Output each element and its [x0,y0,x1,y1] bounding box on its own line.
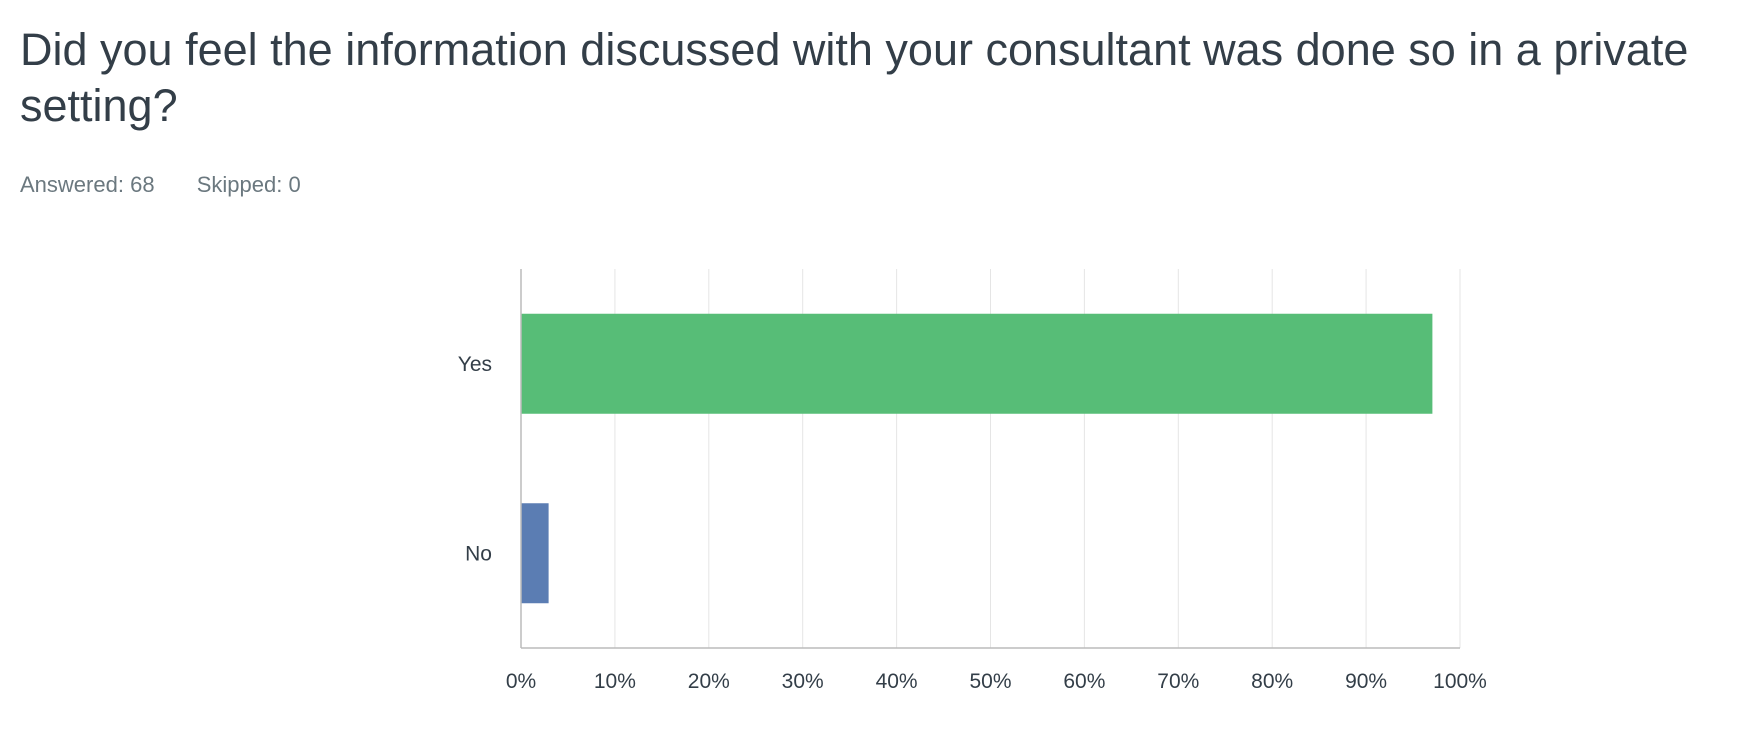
x-tick-label: 80% [1251,670,1293,693]
x-tick-label: 40% [876,670,918,693]
skipped-count: Skipped: 0 [196,172,301,197]
response-stats: Answered: 68 Skipped: 0 [20,171,301,199]
x-tick-label: 20% [688,670,730,693]
chart-labels: 0% 10% 20% 30% 40% 50% 60% 70% 80% 90% 100% Yes No [458,353,1487,693]
answered-count: Answered: 68 [20,172,155,197]
x-tick-label: 0% [506,670,536,693]
x-tick-label: 70% [1157,670,1199,693]
x-tick-label: 50% [969,670,1011,693]
category-label: No [465,542,492,565]
x-tick-label: 10% [594,670,636,693]
x-tick-label: 90% [1345,670,1387,693]
question-title: Did you feel the information discussed w… [20,24,1689,131]
chart-axes [520,269,1460,649]
category-label: Yes [458,353,492,376]
x-tick-label: 30% [782,670,824,693]
x-tick-label: 60% [1063,670,1105,693]
bar-no [521,503,549,604]
chart-bars [521,313,1433,604]
x-tick-label: 100% [1433,670,1487,693]
bar-yes [521,313,1433,414]
